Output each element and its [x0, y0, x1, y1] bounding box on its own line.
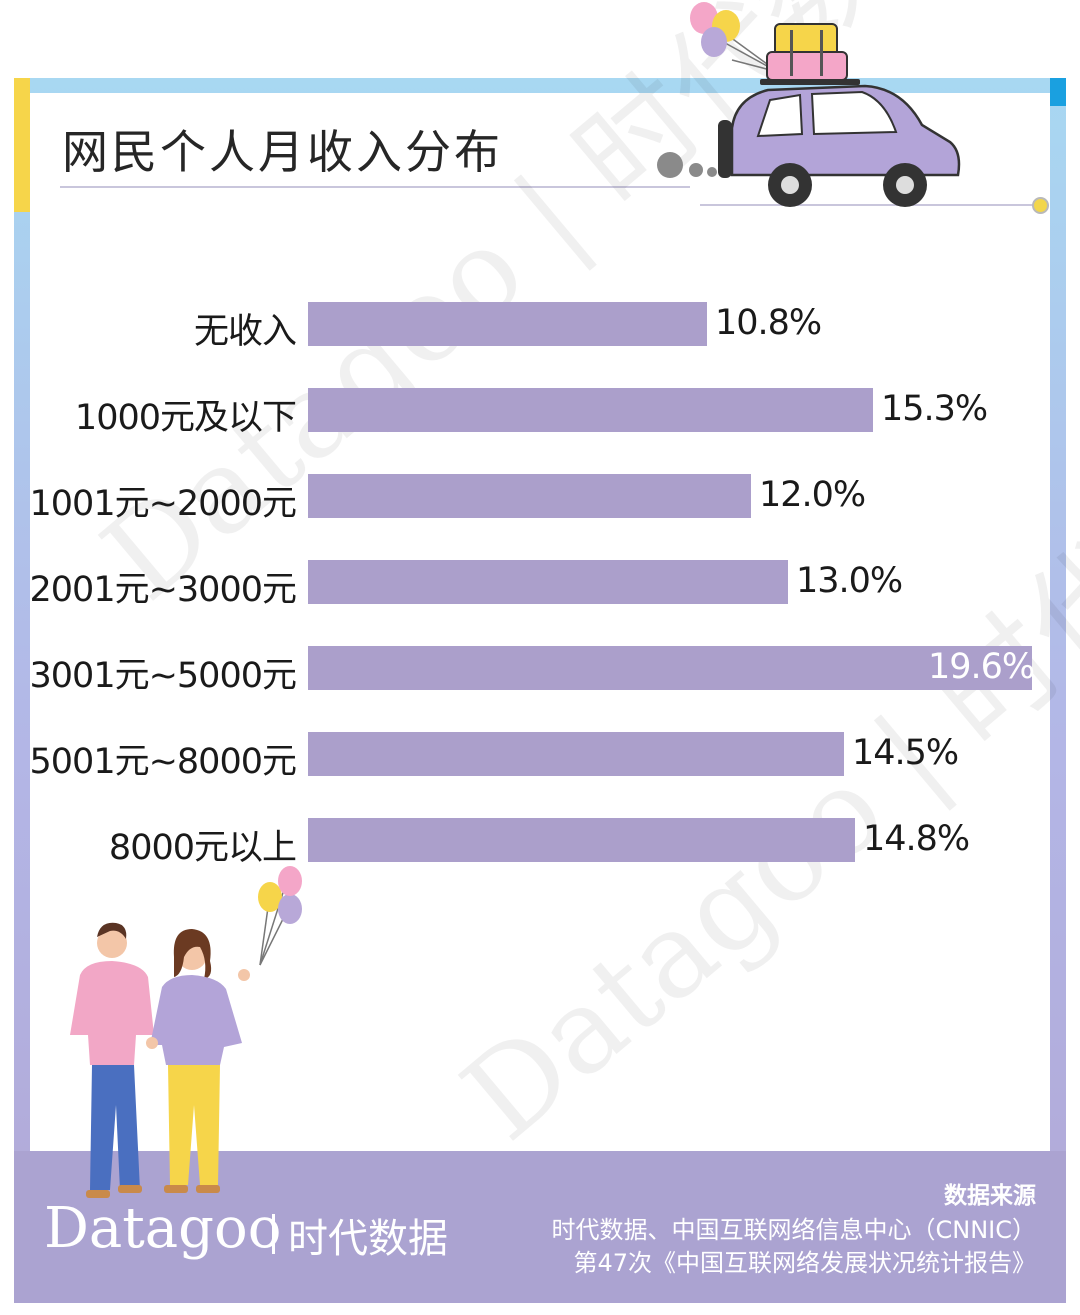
frame-accent-right-blue	[1050, 78, 1066, 106]
source-line: 时代数据、中国互联网络信息中心（CNNIC）	[551, 1216, 1037, 1244]
bar	[308, 646, 1032, 690]
category-label: 1000元及以下	[74, 398, 297, 438]
frame-accent-left-yellow	[14, 78, 30, 212]
bar	[308, 302, 707, 346]
category-label: 2001元~3000元	[29, 570, 297, 610]
car-with-luggage-icon	[657, 2, 961, 207]
brand-separator	[272, 1214, 275, 1254]
category-label: 1001元~2000元	[29, 484, 297, 524]
value-label: 13.0%	[796, 561, 903, 601]
content-panel	[30, 93, 1050, 1151]
bar	[308, 818, 855, 862]
brand-logo-latin: Datagoo	[44, 1196, 282, 1261]
decor-line	[700, 204, 1036, 206]
value-label: 15.3%	[881, 389, 988, 429]
value-label: 12.0%	[759, 475, 866, 515]
value-label: 14.8%	[863, 819, 970, 859]
decor-dot	[1032, 197, 1049, 214]
bar	[308, 388, 873, 432]
source-line: 第47次《中国互联网络发展状况统计报告》	[573, 1249, 1036, 1277]
bar	[308, 732, 844, 776]
chart-title: 网民个人月收入分布	[62, 125, 503, 179]
category-label: 无收入	[193, 312, 297, 352]
category-label: 3001元~5000元	[29, 656, 297, 696]
category-label: 5001元~8000元	[29, 742, 297, 782]
title-underline	[60, 186, 690, 188]
brand-logo-chinese: 时代数据	[288, 1216, 448, 1262]
bar	[308, 560, 788, 604]
footer-band	[14, 1151, 1066, 1303]
source-label: 数据来源	[944, 1183, 1036, 1209]
category-label: 8000元以上	[108, 828, 297, 868]
bar	[308, 474, 751, 518]
value-label: 19.6%	[928, 647, 1035, 687]
couple-illustration-icon	[70, 866, 302, 1198]
value-label: 10.8%	[715, 303, 822, 343]
value-label: 14.5%	[852, 733, 959, 773]
